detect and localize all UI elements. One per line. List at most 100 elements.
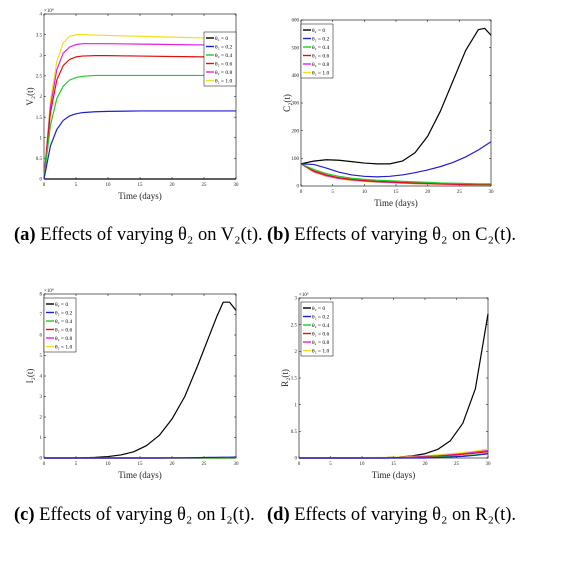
series-line-3 [43, 55, 236, 180]
y-tick-label: 4 [40, 13, 43, 18]
y-tick-label: 0 [40, 457, 43, 462]
panel-d: 0 5 10 15 20 25 30 0 0.5 1 1.5 2 2.5 3 ×10⁵ Time (days)… [280, 286, 525, 488]
legend-label: θ₂ = 0.8 [312, 340, 330, 346]
y-tick-label: 300 [292, 102, 300, 107]
caption-b-tag: (b) [267, 225, 290, 245]
caption-a-tag: (a) [14, 225, 36, 245]
panel-c: 0 5 10 15 20 25 30 0 1 2 3 4 5 6 7 8 ×10⁴ Time (days) I₂(t… [25, 282, 268, 488]
y-tick-label: 1 [295, 403, 298, 408]
x-tick-label: 5 [331, 190, 334, 195]
series-line-0 [300, 27, 492, 165]
legend-label: θ₂ = 0.4 [215, 53, 233, 59]
x-tick-label: 10 [106, 183, 112, 188]
caption-d-text: Effects of varying θ₂ on R₂(t). [294, 505, 517, 525]
y-tick-label: 3.5 [36, 33, 43, 38]
series-line-1 [43, 110, 236, 180]
series-line-1 [44, 456, 237, 459]
legend-label: θ₂ = 0.2 [55, 311, 73, 317]
x-axis-label: Time (days) [118, 191, 161, 201]
caption-d: (d) Effects of varying θ₂ on R₂(t). [267, 500, 537, 530]
x-tick-label: 5 [75, 183, 78, 188]
y-tick-label: 3 [295, 297, 298, 302]
y-tick-label: 0 [40, 178, 43, 183]
caption-c-text: Effects of varying θ₂ on I₂(t). [39, 505, 255, 525]
y-tick-label: 400 [292, 74, 300, 79]
x-tick-label: 25 [454, 462, 460, 467]
x-tick-label: 15 [394, 190, 400, 195]
y-tick-label: 7 [40, 313, 43, 318]
x-tick-label: 15 [391, 462, 397, 467]
panel-b: 0 5 10 15 20 25 30 0 100 200 300 400 500 600 Time (day… [282, 12, 525, 212]
x-tick-label: 0 [298, 462, 301, 467]
legend-box [300, 301, 334, 357]
y-tick-label: 2 [40, 95, 43, 100]
series-line-3 [300, 163, 491, 186]
x-tick-label: 25 [457, 190, 463, 195]
legend-label: θ₂ = 0.6 [312, 332, 330, 338]
legend-label: θ₂ = 1.0 [215, 79, 233, 85]
y-tick-label: 1 [40, 436, 43, 441]
y-tick-label: 0.5 [291, 430, 298, 435]
x-tick-label: 30 [234, 183, 240, 188]
y-tick-label: 2 [295, 350, 298, 355]
legend-label: θ₂ = 0.2 [312, 37, 330, 43]
caption-a-text: Effects of varying θ₂ on V₂(t). [40, 225, 263, 245]
x-tick-label: 10 [362, 190, 368, 195]
legend-label: θ₂ = 0 [312, 306, 325, 312]
x-tick-label: 0 [43, 183, 46, 188]
legend-label: θ₂ = 0.2 [215, 45, 233, 51]
x-tick-label: 5 [75, 462, 78, 467]
y-tick-label: 0 [295, 457, 298, 462]
legend-label: θ₂ = 0.8 [55, 336, 73, 342]
x-tick-label: 0 [300, 190, 303, 195]
caption-b: (b) Effects of varying θ₂ on C₂(t). [267, 220, 537, 250]
y-exponent: ×10⁴ [44, 288, 54, 294]
y-tick-label: 0.5 [36, 157, 43, 162]
y-tick-label: 100 [292, 157, 300, 162]
legend-label: θ₂ = 0 [215, 36, 228, 42]
y-exponent: ×10⁴ [44, 8, 54, 14]
y-tick-label: 3 [40, 395, 43, 400]
x-tick-label: 25 [202, 183, 208, 188]
series-line-2 [300, 163, 491, 185]
legend: θ₂ = 0 θ₂ = 0.2 θ₂ = 0.4 θ₂ = 0.6 θ₂ = 0.8 θ₂… [300, 301, 334, 357]
legend-label: θ₂ = 1.0 [312, 349, 330, 355]
x-tick-label: 0 [43, 462, 46, 467]
series-line-2 [43, 74, 236, 180]
chart-a: 0 5 10 15 20 25 30 0 0.5 1 1.5 2 2.5 3 3.5 4×10⁴ Time (d… [25, 8, 240, 201]
legend-label: θ₂ = 0.6 [312, 54, 330, 60]
legend: θ₂ = 0 θ₂ = 0.2 θ₂ = 0.4 θ₂ = 0.6 θ₂ = 0.8 θ₂… [43, 297, 77, 353]
caption-c: (c) Effects of varying θ₂ on I₂(t). [14, 500, 269, 530]
legend-label: θ₂ = 0.8 [312, 62, 330, 68]
legend-label: θ₂ = 0.2 [312, 315, 330, 321]
series-line-5 [43, 34, 237, 180]
legend-label: θ₂ = 0.4 [55, 319, 73, 325]
x-tick-label: 30 [486, 462, 492, 467]
y-axis-label: R₂(t) [280, 369, 290, 387]
y-tick-label: 2.5 [291, 323, 298, 328]
series-line-1 [299, 453, 489, 459]
x-tick-label: 30 [234, 462, 240, 467]
legend-label: θ₂ = 0.4 [312, 45, 330, 51]
caption-b-text: Effects of varying θ₂ on C₂(t). [294, 225, 517, 245]
y-exponent: ×10⁵ [299, 292, 309, 298]
legend-box [203, 31, 237, 87]
x-axis-label: Time (days) [118, 470, 161, 480]
x-tick-label: 20 [425, 190, 431, 195]
series-line-1 [300, 141, 492, 178]
y-axis-label: V₂(t) [25, 87, 35, 105]
y-axis-label: I₂(t) [25, 369, 35, 384]
x-tick-label: 30 [489, 190, 495, 195]
legend: θ₂ = 0 θ₂ = 0.2 θ₂ = 0.4 θ₂ = 0.6 θ₂ = 0.8 θ₂… [300, 23, 334, 79]
legend-label: θ₂ = 1.0 [55, 345, 73, 351]
y-tick-label: 1 [40, 136, 43, 141]
y-tick-label: 3 [40, 54, 43, 59]
legend: θ₂ = 0 θ₂ = 0.2 θ₂ = 0.4 θ₂ = 0.6 θ₂ = 0.8 θ₂… [203, 31, 237, 87]
y-tick-label: 1.5 [36, 116, 43, 121]
caption-a: (a) Effects of varying θ₂ on V₂(t). [14, 220, 269, 250]
y-tick-label: 500 [292, 46, 300, 51]
y-tick-label: 4 [40, 375, 43, 380]
y-tick-label: 2.5 [36, 75, 43, 80]
x-tick-label: 5 [329, 462, 332, 467]
